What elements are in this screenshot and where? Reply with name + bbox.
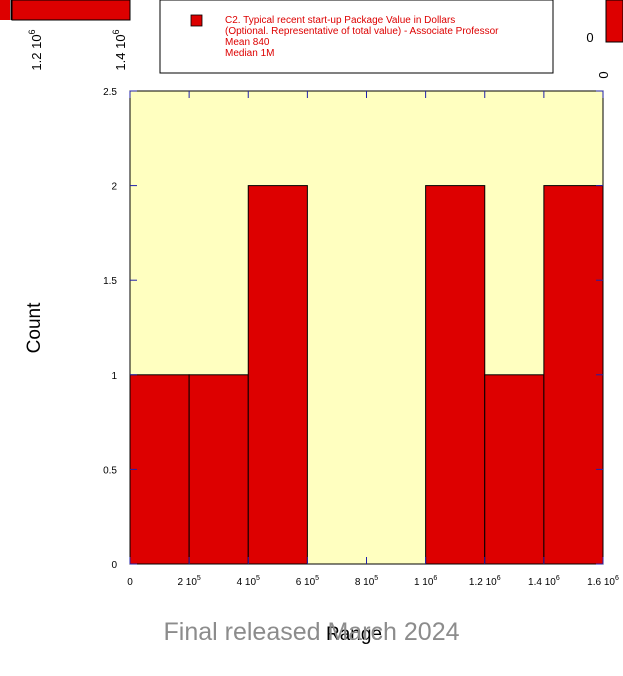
x-tick-label: 2 105 <box>177 575 200 588</box>
y-tick-label: 2.5 <box>103 87 117 98</box>
x-tick-label: 4 105 <box>237 575 260 588</box>
x-tick-label: 6 105 <box>296 575 319 588</box>
legend: C2. Typical recent start-up Package Valu… <box>160 0 553 73</box>
histogram-bar <box>189 375 248 564</box>
legend-line: C2. Typical recent start-up Package Valu… <box>225 15 455 26</box>
y-tick-labels: 0 0.5 1 1.5 2 2.5 <box>103 87 117 571</box>
histogram-bar <box>426 186 485 564</box>
fragment-tick-label: 1.2 106 <box>27 29 44 70</box>
y-tick-label: 1 <box>111 371 117 382</box>
legend-line: (Optional. Representative of total value… <box>225 26 499 37</box>
legend-line: Mean 840 <box>225 37 270 48</box>
x-tick-label: 0 <box>127 577 133 588</box>
legend-swatch <box>191 15 202 26</box>
y-tick-label: 0.5 <box>103 465 117 476</box>
y-tick-label: 0 <box>111 560 117 571</box>
footer-release-note: Final released March 2024 <box>0 618 623 647</box>
x-tick-label: 1 106 <box>414 575 437 588</box>
x-tick-label: 1.6 106 <box>587 575 619 588</box>
fragment-bar-left-b <box>12 0 130 20</box>
x-tick-label: 1.4 106 <box>528 575 560 588</box>
fragment-zero-label: 0 <box>586 30 593 45</box>
legend-line: Median 1M <box>225 48 274 59</box>
y-axis-title: Count <box>24 302 45 353</box>
fragment-bar-left-a <box>0 0 10 20</box>
histogram-bar <box>485 375 544 564</box>
histogram-bar <box>544 186 603 564</box>
x-tick-label: 8 105 <box>355 575 378 588</box>
histogram-bar <box>248 186 307 564</box>
histogram-bar <box>130 375 189 564</box>
fragment-tick-label: 1.4 106 <box>111 29 128 70</box>
fragment-tick-labels: 1.2 106 1.4 106 <box>27 29 128 70</box>
y-tick-label: 1.5 <box>103 276 117 287</box>
x-tick-label: 1.2 106 <box>469 575 501 588</box>
x-tick-labels: 0 2 105 4 105 6 105 8 105 1 106 1.2 106 1.4 106… <box>127 575 619 588</box>
y-tick-label: 2 <box>111 182 117 193</box>
fragment-rotated-zero-label: 0 <box>596 71 611 78</box>
fragment-bar-right <box>606 0 623 42</box>
